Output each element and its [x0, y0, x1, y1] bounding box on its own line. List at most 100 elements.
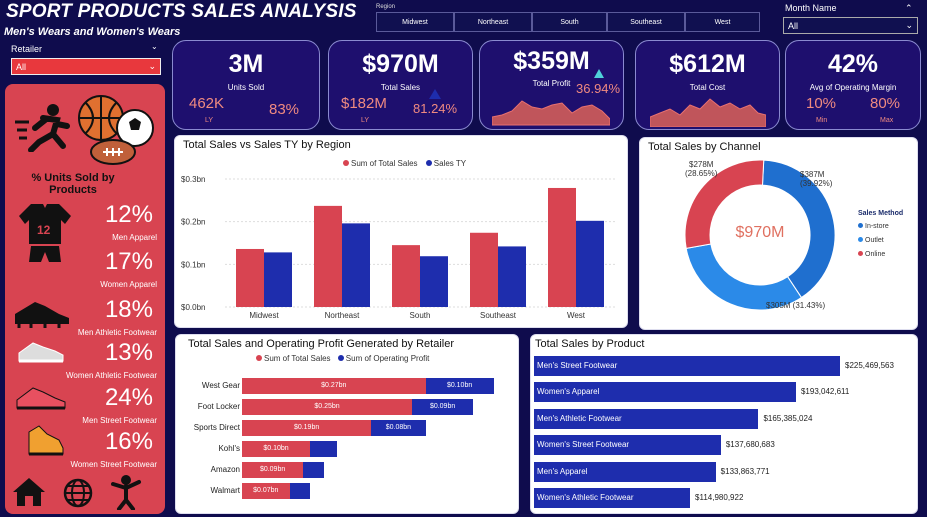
chevron-up-icon[interactable]: ⌃ [905, 3, 913, 13]
units-label-women-street: Women Street Footwear [70, 460, 157, 469]
units-pct-men-apparel: 12% [104, 201, 153, 228]
retailer-bar-1 [289, 483, 310, 499]
x-tick-label: Northeast [325, 311, 360, 320]
units-pct-men-athletic: 18% [104, 296, 153, 323]
sneaker-icon [18, 342, 64, 363]
retailer-bar-1 [310, 441, 338, 457]
product-bar: Women's Street Footwear [534, 435, 721, 456]
region-sales-card: Total Sales vs Sales TY by Region Sum of… [174, 135, 628, 328]
kpi-label: Units Sold [227, 83, 265, 92]
region-btn-southeast[interactable]: Southeast [607, 12, 685, 32]
retailer-bar-0: $0.25bn [242, 399, 412, 415]
region-btn-west[interactable]: West [685, 12, 760, 32]
home-icon[interactable] [11, 476, 47, 508]
chevron-icon[interactable]: ⌄ [151, 42, 158, 51]
region-btn-northeast[interactable]: Northeast [454, 12, 532, 32]
kpi-ly-tag: LY [361, 117, 370, 124]
street-shoe-icon [16, 387, 66, 410]
retailer-bar-label: $0.10bn [446, 382, 473, 389]
bar-northeast-1 [342, 223, 370, 307]
retailer-bar-0: $0.19bn [242, 420, 372, 436]
cost-sparkline [650, 98, 766, 127]
legend-swatch [337, 355, 344, 361]
bar-west-1 [576, 220, 604, 307]
product-sales-card: Total Sales by Product Men's Street Foot… [530, 334, 918, 514]
retailer-sales-card: Total Sales and Operating Profit Generat… [175, 334, 519, 514]
kpi-label: Total Profit [532, 79, 571, 88]
channel-chart-title: Total Sales by Channel [648, 141, 761, 153]
kpi-value: 3M [228, 50, 264, 78]
slice-value: $278M [689, 160, 714, 169]
legend-label: Sum of Total Sales [264, 354, 331, 363]
retailer-bar-0: $0.10bn [242, 441, 310, 457]
y-tick-label: $0.3bn [181, 175, 205, 184]
runner-icon [15, 104, 70, 152]
slice-pct: (28.65%) [685, 169, 718, 178]
units-pct-women-apparel: 17% [104, 248, 153, 275]
legend-swatch [858, 237, 863, 242]
channel-donut-chart [684, 159, 836, 311]
region-filter-label: Region [376, 4, 396, 10]
product-label: Men's Street Footwear [537, 361, 618, 370]
slice-pct: (39.92%) [800, 179, 833, 188]
retailer-label: Amazon [210, 465, 240, 474]
bar-midwest-0 [236, 248, 264, 307]
profit-sparkline [492, 100, 610, 126]
donut-center-label: $970M [735, 224, 785, 241]
jersey-icon: 12 [19, 204, 71, 262]
x-tick-label: Midwest [249, 311, 279, 320]
product-label: Women's Street Footwear [537, 440, 630, 450]
legend-swatch [343, 160, 349, 166]
product-value-label: $165,385,024 [763, 413, 813, 423]
kpi-value: $970M [362, 50, 439, 78]
x-tick-label: Southeast [480, 311, 517, 320]
retailer-bar-label: $0.09bn [259, 466, 286, 473]
legend-label: Outlet [865, 237, 884, 244]
retailer-bar-0: $0.07bn [242, 483, 290, 499]
bar-west-0 [548, 187, 576, 307]
product-value-label: $225,469,563 [845, 361, 894, 370]
balls-icon [78, 95, 154, 165]
legend-instore: In-store [858, 223, 889, 230]
dashboard-title: SPORT PRODUCTS SALES ANALYSIS [6, 1, 357, 22]
globe-icon[interactable] [63, 478, 93, 508]
slice-label-outlet: $305M (31.43%) [766, 301, 826, 310]
product-label: Women's Athletic Footwear [537, 493, 634, 502]
region-bar-chart: $0.0bn $0.1bn $0.2bn $0.3bn Midwest Northeast… [181, 175, 615, 320]
slice-label-online: $278M (28.65%) [685, 160, 717, 178]
kpi-value: $612M [669, 50, 746, 78]
units-pct-men-street: 24% [104, 384, 153, 411]
legend-label: Sum of Total Sales [351, 159, 418, 168]
retailer-label: Kohl's [218, 444, 240, 453]
up-triangle-icon [594, 69, 604, 78]
retailer-bar-1 [303, 462, 324, 478]
retailer-label: Foot Locker [197, 402, 240, 411]
product-label: Women's Apparel [537, 387, 600, 397]
region-btn-midwest[interactable]: Midwest [376, 12, 454, 32]
bar-southeast-1 [498, 246, 526, 307]
kpi-label: Total Cost [689, 83, 726, 92]
women-street-shoe-icon [28, 425, 64, 456]
bar-southeast-0 [470, 232, 498, 307]
product-bar: Women's Athletic Footwear [534, 488, 691, 508]
channel-sales-card: Total Sales by Channel $970M $278M (28.65… [639, 137, 918, 330]
month-select[interactable]: All ⌄ [783, 17, 918, 34]
retailer-bar-1: $0.08bn [371, 420, 426, 436]
dashboard-subtitle: Men's Wears and Women's Wears [4, 26, 181, 38]
product-value-label: $133,863,771 [720, 466, 770, 476]
retailer-bar-label: $0.27bn [321, 382, 347, 389]
y-tick-label: $0.0bn [181, 303, 205, 312]
product-label: Men's Apparel [537, 466, 588, 476]
retailer-label: Walmart [210, 486, 240, 495]
kpi-pct: 83% [269, 101, 300, 118]
retailer-select[interactable]: All ⌄ [11, 58, 161, 75]
kpi-pct: 36.94% [576, 81, 621, 96]
region-btn-south[interactable]: South [532, 12, 607, 32]
kpi-ly-value: 462K [189, 95, 225, 112]
retailer-bar-1: $0.09bn [412, 399, 474, 415]
slice-label-instore: $387M (39.92%) [800, 170, 832, 188]
athlete-icon[interactable] [109, 474, 143, 510]
retailer-bar-0: $0.27bn [242, 378, 426, 394]
donut-slice-online [684, 159, 765, 250]
kpi-ly-tag: LY [205, 117, 214, 124]
